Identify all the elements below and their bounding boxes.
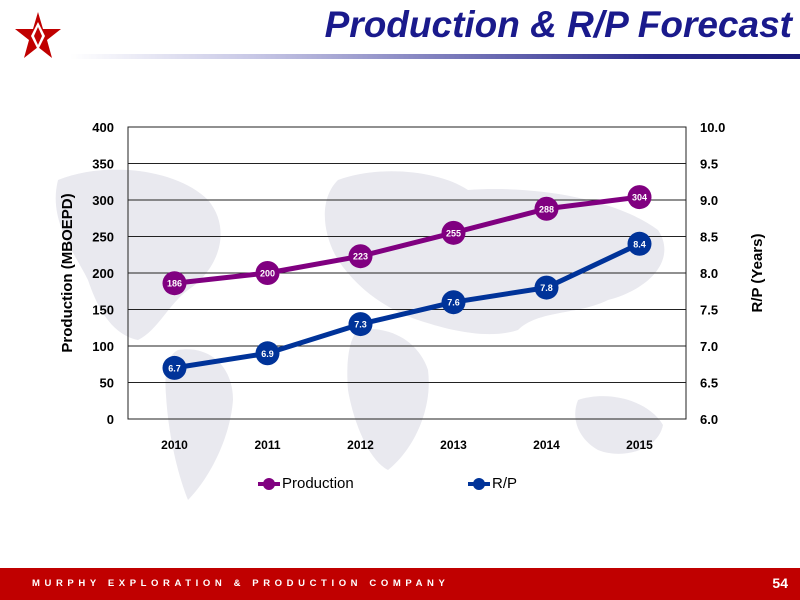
y-axis-left-label: Production (MBOEPD) (59, 193, 76, 352)
series-line-production (172, 194, 642, 286)
data-point (162, 355, 187, 380)
left-axis-tick-label: 100 (92, 339, 114, 354)
data-point (441, 220, 466, 245)
left-axis-tick-label: 0 (107, 412, 114, 427)
data-label: 304 (632, 193, 647, 203)
gridlines (128, 126, 686, 420)
data-point (534, 275, 559, 300)
data-label: 288 (539, 204, 554, 214)
right-axis-tick-label: 7.0 (700, 339, 718, 354)
data-point (627, 185, 652, 210)
right-axis-tick-label: 8.0 (700, 266, 718, 281)
right-axis-tick-label: 9.0 (700, 193, 718, 208)
data-label: 7.3 (354, 320, 367, 330)
data-label: 255 (446, 228, 461, 238)
legend-swatch-rp (468, 478, 490, 490)
left-axis-tick-label: 200 (92, 266, 114, 281)
x-axis-tick-label: 2014 (533, 438, 560, 452)
data-label: 6.9 (261, 349, 274, 359)
right-axis-tick-label: 9.5 (700, 157, 718, 172)
legend-label-production: Production (282, 475, 354, 492)
chart-legend: Production R/P (256, 472, 546, 496)
right-axis-ticks: 6.0 6.5 7.0 7.5 8.0 8.5 9.0 9.5 10.0 (700, 120, 725, 427)
data-point (441, 290, 466, 315)
legend-label-rp: R/P (492, 475, 518, 492)
x-axis-tick-label: 2012 (347, 438, 374, 452)
page-number: 54 (772, 575, 788, 591)
data-point (255, 261, 280, 285)
series-lines (172, 194, 642, 371)
page-title: Production & R/P Forecast (324, 4, 792, 45)
right-axis-tick-label: 6.0 (700, 412, 718, 427)
y-axis-right-label: R/P (Years) (749, 234, 766, 313)
data-label: 186 (167, 279, 182, 289)
legend-swatch-production (258, 478, 280, 490)
x-axis-ticks: 2010 2011 2012 2013 2014 2015 (161, 438, 653, 452)
star-diamond-logo-icon (15, 12, 61, 58)
right-axis-tick-label: 8.5 (700, 230, 718, 245)
production-rp-chart: 186 200 223 255 288 304 6.7 6.9 7.3 7.6 7.8 8.4 0 50… (59, 120, 766, 452)
series-markers: 186 200 223 255 288 304 6.7 6.9 7.3 7.6 7.8 8.4 (162, 185, 652, 380)
data-label: 7.6 (447, 298, 460, 308)
left-axis-tick-label: 50 (100, 376, 114, 391)
right-axis-tick-label: 10.0 (700, 120, 725, 135)
right-axis-tick-label: 6.5 (700, 376, 718, 391)
left-axis-tick-label: 150 (92, 303, 114, 318)
data-label: 7.8 (540, 283, 553, 293)
right-axis-tick-label: 7.5 (700, 303, 718, 318)
title-divider (70, 54, 800, 59)
data-label: 200 (260, 269, 275, 279)
x-axis-tick-label: 2015 (626, 438, 653, 452)
data-label: 8.4 (633, 239, 646, 249)
world-map-watermark (55, 169, 665, 500)
left-axis-tick-label: 400 (92, 120, 114, 135)
data-point (534, 196, 559, 221)
data-label: 223 (353, 252, 368, 262)
data-point (255, 341, 280, 366)
data-point (348, 312, 373, 337)
footer-bar: MURPHY EXPLORATION & PRODUCTION COMPANY … (0, 568, 800, 600)
data-point (162, 271, 187, 296)
left-axis-tick-label: 300 (92, 193, 114, 208)
series-line-rp (172, 241, 642, 371)
footer-company-name: MURPHY EXPLORATION & PRODUCTION COMPANY (32, 578, 450, 589)
x-axis-tick-label: 2010 (161, 438, 188, 452)
data-point (627, 231, 652, 256)
data-point (348, 244, 373, 269)
plot-frame (127, 126, 687, 420)
left-axis-tick-label: 350 (92, 157, 114, 172)
data-label: 6.7 (168, 363, 181, 373)
left-axis-ticks: 0 50 100 150 200 250 300 350 400 (92, 120, 114, 427)
left-axis-tick-label: 250 (92, 230, 114, 245)
x-axis-tick-label: 2011 (254, 438, 280, 452)
x-axis-tick-label: 2013 (440, 438, 467, 452)
